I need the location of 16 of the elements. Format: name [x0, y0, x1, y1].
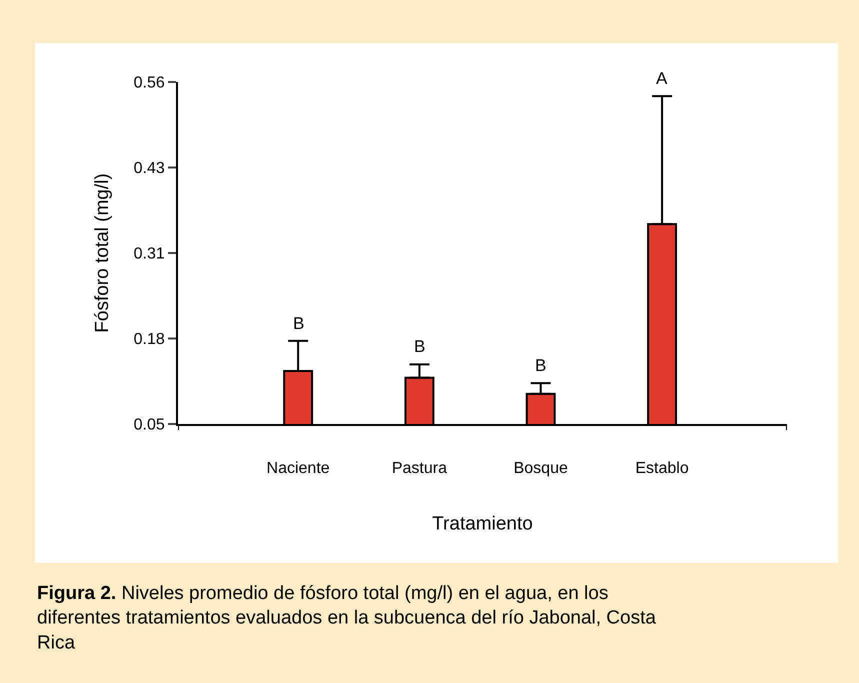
- x-tick-label: Naciente: [266, 460, 330, 478]
- annotation: B: [535, 356, 546, 375]
- y-tick-label: 0.56: [134, 74, 165, 92]
- x-tick-label: Pastura: [392, 460, 448, 478]
- x-axis-title: Tratamiento: [432, 514, 533, 534]
- annotation: A: [656, 69, 668, 88]
- annotation: B: [414, 337, 426, 356]
- x-tick-label: Establo: [635, 460, 689, 478]
- annotation: B: [293, 314, 304, 333]
- y-axis-title: Fósforo total (mg/l): [92, 173, 114, 333]
- x-tick-label: Bosque: [514, 460, 568, 478]
- y-tick-label: 0.05: [134, 416, 165, 434]
- y-tick-label: 0.18: [134, 331, 165, 348]
- y-tick-label: 0.31: [134, 246, 165, 263]
- text: Figura 2. Niveles promedio de fósforo total (mg/l) en el agua, en los diferentes tratamientos evaluados en la subcuenca del río Jabonal, Costa Rica: [37, 583, 656, 654]
- y-tick-label: 0.43: [134, 160, 165, 178]
